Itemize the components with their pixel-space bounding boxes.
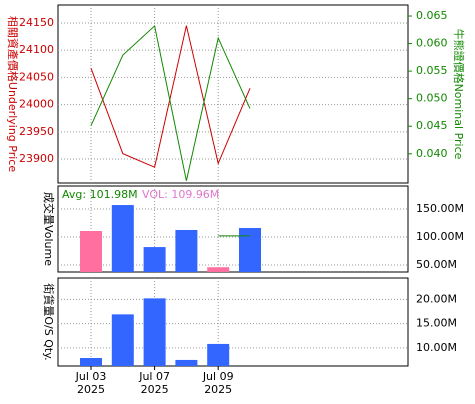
line-series xyxy=(90,25,251,168)
y-tick-label: 150.00M xyxy=(416,202,464,215)
bar xyxy=(175,359,198,366)
x-tick-label: Jul 03 xyxy=(75,370,107,383)
bar xyxy=(207,267,230,272)
y2-axis-title: 牛熊證價格Nominal Price xyxy=(452,29,466,160)
avg-label: Avg: 101.98M xyxy=(62,188,138,201)
bar xyxy=(207,343,230,366)
x-tick-year: 2025 xyxy=(141,383,169,396)
y-tick-label: 20.00M xyxy=(416,292,457,305)
y-tick-label: 10.00M xyxy=(416,341,457,354)
y-tick-label: 100.00M xyxy=(416,230,464,243)
y-axis-title: 成交量Volume xyxy=(42,192,56,266)
y-tick-label: 24100 xyxy=(19,43,54,56)
line-series xyxy=(90,24,251,181)
y2-tick-label: 0.055 xyxy=(416,64,448,77)
y2-tick-label: 0.060 xyxy=(416,37,448,50)
y2-tick-label: 0.040 xyxy=(416,147,448,160)
plot-area xyxy=(57,4,409,184)
y-tick-label: 24050 xyxy=(19,70,54,83)
y-axis-title: 相關資產價格Underlying Price xyxy=(6,16,20,172)
vol-label: VOL: 109.96M xyxy=(142,188,219,201)
y-tick-label: 15.00M xyxy=(416,317,457,330)
plot-area xyxy=(57,277,409,367)
bar xyxy=(80,230,102,272)
y-tick-label: 24000 xyxy=(19,98,54,111)
y-tick-label: 24150 xyxy=(19,16,54,29)
bar xyxy=(143,298,166,366)
x-tick-year: 2025 xyxy=(77,383,105,396)
x-tick-label: Jul 07 xyxy=(138,370,170,383)
bar xyxy=(239,228,261,272)
y-tick-label: 23900 xyxy=(19,152,54,165)
bar xyxy=(80,358,102,366)
y2-tick-label: 0.045 xyxy=(416,119,448,132)
y2-tick-label: 0.065 xyxy=(416,9,448,22)
x-tick-label: Jul 09 xyxy=(202,370,234,383)
y-tick-label: 50.00M xyxy=(416,258,457,271)
y-tick-label: 23950 xyxy=(19,125,54,138)
bar xyxy=(111,205,134,272)
x-tick-year: 2025 xyxy=(204,383,232,396)
bar xyxy=(143,247,166,272)
bar xyxy=(111,314,134,366)
y-axis-title: 街貨量O/S Qty. xyxy=(42,283,56,360)
bar xyxy=(175,229,198,272)
y2-tick-label: 0.050 xyxy=(416,92,448,105)
